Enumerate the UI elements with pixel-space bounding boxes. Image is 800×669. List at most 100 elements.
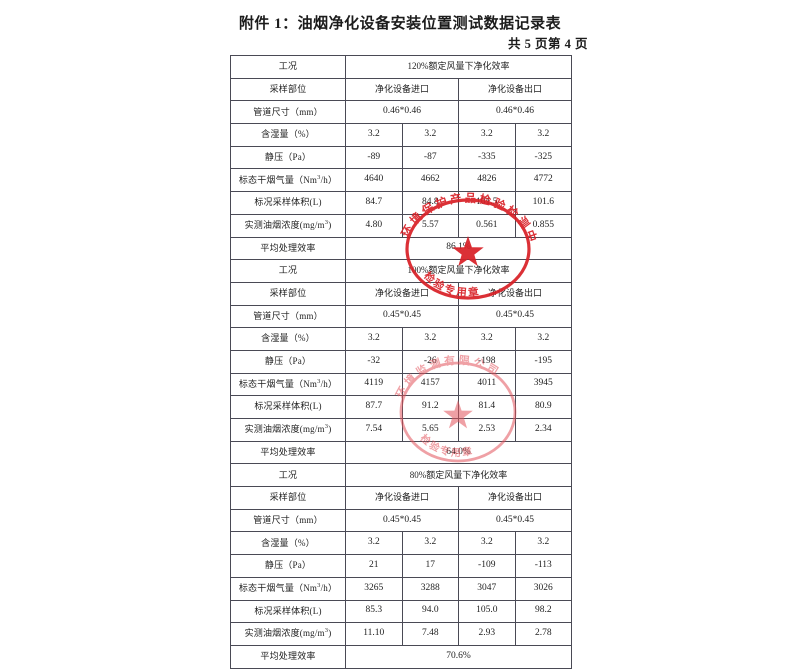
row-label-static-pressure: 静压（Pa） [230,554,346,578]
cell-dry-gas-flow-2: 4826 [458,168,516,193]
table-row-sampling-location: 采样部位 净化设备进口 净化设备出口 [230,281,572,306]
cell-duct-size-outlet: 0.45*0.45 [458,304,572,329]
row-label-moisture: 含湿量（%） [230,123,346,147]
cell-sampling-volume-2: 105.0 [458,599,516,624]
cell-dry-gas-flow-1: 3288 [401,576,459,601]
page-title: 附件 1：油烟净化设备安装位置测试数据记录表 [238,16,562,32]
table-row-sampling-volume: 标况采样体积(L) 87.7 91.2 81.4 80.9 [230,395,572,419]
row-label-avg-efficiency: 平均处理效率 [230,236,346,261]
row-label-avg-efficiency: 平均处理效率 [230,644,346,669]
cell-moisture-1: 3.2 [401,327,459,351]
cell-condition-value: 100%额定风量下净化效率 [345,259,572,283]
cell-sampling-volume-1: 91.2 [401,395,459,419]
cell-concentration-2: 0.561 [458,213,516,238]
row-label-concentration: 实测油烟浓度(mg/m3) [230,213,346,238]
table-row-concentration: 实测油烟浓度(mg/m3) 11.10 7.48 2.93 2.78 [230,622,572,646]
table-row-avg-efficiency: 平均处理效率 70.6% [230,644,572,669]
cell-avg-efficiency-value: 64.0% [345,440,572,465]
cell-condition-value: 80%额定风量下净化效率 [345,463,572,488]
cell-avg-efficiency-value: 70.6% [345,644,572,669]
cell-concentration-0: 11.10 [345,622,403,646]
cell-duct-size-outlet: 0.46*0.46 [458,100,572,125]
row-label-sampling-volume: 标况采样体积(L) [230,395,346,419]
cell-sampling-volume-0: 85.3 [345,599,403,624]
table-row-condition: 工况 120%额定风量下净化效率 [230,55,572,79]
row-label-condition: 工况 [230,259,346,283]
document-page: 附件 1：油烟净化设备安装位置测试数据记录表 共 5 页第 4 页 工况 120%… [230,16,588,669]
cell-dry-gas-flow-3: 3026 [514,576,572,601]
cell-moisture-3: 3.2 [514,123,572,147]
cell-avg-efficiency-value: 86.1% [345,236,572,261]
cell-moisture-2: 3.2 [458,327,516,351]
cell-condition-value: 120%额定风量下净化效率 [345,55,572,79]
cell-sampling-volume-1: 94.0 [401,599,459,624]
cell-concentration-0: 7.54 [345,418,403,442]
cell-sampling-volume-0: 84.7 [345,191,403,215]
cell-static-pressure-3: -195 [514,349,572,374]
row-label-condition: 工况 [230,463,346,488]
cell-outlet-label: 净化设备出口 [458,486,572,510]
table-row-sampling-volume: 标况采样体积(L) 84.7 84.8 101.5 101.6 [230,191,572,215]
table-row-sampling-volume: 标况采样体积(L) 85.3 94.0 105.0 98.2 [230,599,572,624]
row-label-duct-size: 管道尺寸（mm） [230,100,346,125]
cell-static-pressure-2: -198 [458,349,516,374]
cell-moisture-2: 3.2 [458,531,516,556]
cell-concentration-1: 7.48 [401,622,459,646]
table-row-concentration: 实测油烟浓度(mg/m3) 4.80 5.57 0.561 0.855 [230,213,572,238]
table-row-condition: 工况 100%额定风量下净化效率 [230,259,572,283]
cell-moisture-2: 3.2 [458,123,516,147]
cell-duct-size-outlet: 0.45*0.45 [458,508,572,533]
cell-dry-gas-flow-1: 4157 [401,372,459,397]
cell-moisture-3: 3.2 [514,531,572,556]
table-row-concentration: 实测油烟浓度(mg/m3) 7.54 5.65 2.53 2.34 [230,418,572,442]
cell-moisture-3: 3.2 [514,327,572,351]
cell-inlet-label: 净化设备进口 [345,77,459,102]
cell-dry-gas-flow-0: 3265 [345,576,403,601]
test-data-table-container: 工况 120%额定风量下净化效率 采样部位 净化设备进口 净化设备出口 管道尺寸（mm） 0… [230,55,572,669]
table-row-static-pressure: 静压（Pa） -89 -87 -335 -325 [230,145,572,170]
table-row-static-pressure: 静压（Pa） 21 17 -109 -113 [230,554,572,578]
cell-duct-size-inlet: 0.45*0.45 [345,508,459,533]
cell-concentration-3: 2.34 [514,418,572,442]
table-row-duct-size: 管道尺寸（mm） 0.46*0.46 0.46*0.46 [230,100,572,125]
cell-concentration-0: 4.80 [345,213,403,238]
table-row-condition: 工况 80%额定风量下净化效率 [230,463,572,488]
row-label-concentration: 实测油烟浓度(mg/m3) [230,622,346,646]
table-row-sampling-location: 采样部位 净化设备进口 净化设备出口 [230,486,572,510]
cell-inlet-label: 净化设备进口 [345,281,459,306]
row-label-sampling-volume: 标况采样体积(L) [230,191,346,215]
row-label-static-pressure: 静压（Pa） [230,349,346,374]
cell-dry-gas-flow-2: 3047 [458,576,516,601]
row-label-sampling-volume: 标况采样体积(L) [230,599,346,624]
cell-static-pressure-2: -335 [458,145,516,170]
cell-concentration-3: 0.855 [514,213,572,238]
cell-static-pressure-0: -89 [345,145,403,170]
cell-static-pressure-3: -113 [514,554,572,578]
cell-static-pressure-1: -87 [401,145,459,170]
table-row-avg-efficiency: 平均处理效率 64.0% [230,440,572,465]
cell-static-pressure-1: 17 [401,554,459,578]
cell-sampling-volume-2: 101.5 [458,191,516,215]
cell-static-pressure-0: 21 [345,554,403,578]
row-label-sampling-location: 采样部位 [230,281,346,306]
table-row-dry-gas-flow: 标态干烟气量（Nm3/h） 4640 4662 4826 4772 [230,168,572,193]
cell-sampling-volume-3: 101.6 [514,191,572,215]
cell-moisture-1: 3.2 [401,123,459,147]
cell-sampling-volume-2: 81.4 [458,395,516,419]
row-label-sampling-location: 采样部位 [230,486,346,510]
cell-dry-gas-flow-3: 3945 [514,372,572,397]
cell-dry-gas-flow-0: 4640 [345,168,403,193]
cell-moisture-0: 3.2 [345,123,403,147]
cell-moisture-0: 3.2 [345,327,403,351]
cell-concentration-2: 2.53 [458,418,516,442]
cell-moisture-1: 3.2 [401,531,459,556]
cell-dry-gas-flow-2: 4011 [458,372,516,397]
page-indicator: 共 5 页第 4 页 [507,37,588,51]
cell-sampling-volume-1: 84.8 [401,191,459,215]
table-row-dry-gas-flow: 标态干烟气量（Nm3/h） 4119 4157 4011 3945 [230,372,572,397]
cell-static-pressure-1: -26 [401,349,459,374]
test-data-table: 工况 120%额定风量下净化效率 采样部位 净化设备进口 净化设备出口 管道尺寸（mm） 0… [230,55,572,669]
cell-concentration-1: 5.65 [401,418,459,442]
table-row-duct-size: 管道尺寸（mm） 0.45*0.45 0.45*0.45 [230,508,572,533]
cell-static-pressure-2: -109 [458,554,516,578]
